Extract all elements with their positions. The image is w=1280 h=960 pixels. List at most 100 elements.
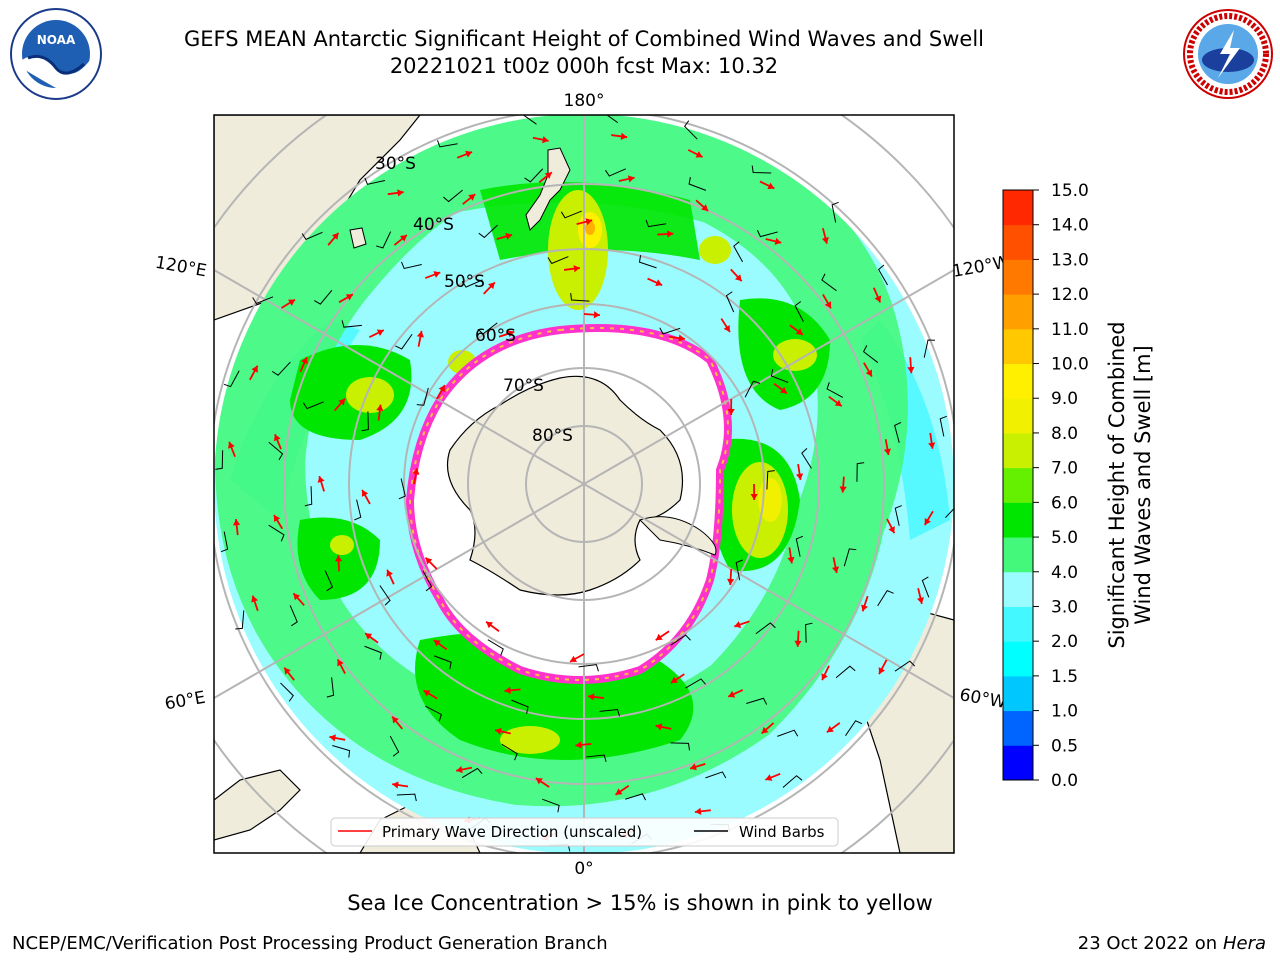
lat-50: 50°S bbox=[444, 272, 485, 292]
wind-barb bbox=[398, 478, 406, 500]
wave-arrow-head bbox=[701, 204, 709, 211]
wave-arrow-head bbox=[874, 295, 882, 303]
wind-barb bbox=[766, 470, 775, 490]
wave-arrow-head bbox=[796, 473, 804, 480]
colorbar-swatch bbox=[1003, 398, 1033, 434]
wind-barb bbox=[354, 499, 362, 521]
wave-arrow-head bbox=[655, 723, 663, 731]
wind-barb bbox=[301, 231, 323, 241]
wind-barb bbox=[268, 524, 285, 542]
wave-arrow-head bbox=[655, 279, 663, 287]
wind-barb bbox=[220, 531, 229, 553]
wind-barb bbox=[921, 576, 930, 598]
wave-arrow-head bbox=[761, 726, 769, 734]
colorbar-tick-label: 0.0 bbox=[1051, 771, 1078, 791]
wave-arrow-head bbox=[331, 232, 339, 240]
noaa-text: NOAA bbox=[37, 33, 76, 47]
wind-barb bbox=[894, 421, 902, 443]
wind-barb bbox=[777, 729, 799, 737]
wind-barb bbox=[280, 682, 294, 702]
wind-barb bbox=[770, 368, 789, 383]
lat-70: 70°S bbox=[503, 376, 544, 396]
wave-arrow-head bbox=[504, 686, 511, 694]
colorbar-swatch bbox=[1003, 259, 1033, 295]
wave-arrow-head bbox=[907, 366, 915, 374]
wind-barb bbox=[599, 708, 620, 717]
wind-barb bbox=[801, 448, 812, 469]
wave-arrow-head bbox=[779, 386, 787, 394]
wave-arrow-head bbox=[293, 593, 301, 601]
wave-arrow-head bbox=[284, 667, 291, 675]
footer-branch: NCEP/EMC/Verification Post Processing Pr… bbox=[12, 933, 608, 954]
wind-barb bbox=[638, 255, 657, 269]
label-0: 0° bbox=[574, 859, 593, 879]
wind-barb bbox=[223, 370, 240, 388]
colorbar-tick-label: 4.0 bbox=[1051, 563, 1078, 583]
legend-wind-barbs: Wind Barbs bbox=[739, 823, 825, 841]
wave-arrow-head bbox=[667, 230, 674, 238]
wind-barb bbox=[341, 320, 362, 328]
map-legend: Primary Wave Direction (unscaled) Wind B… bbox=[330, 817, 839, 847]
wind-barb bbox=[477, 322, 498, 335]
colorbar-label-1: Significant Height of Combined bbox=[1105, 321, 1129, 648]
wind-barb bbox=[923, 339, 936, 358]
wave-arrow-head bbox=[438, 385, 445, 393]
colorbar: 0.0 0.5 1.0 1.5 2.0 3.0 4.0 5.0 6.0 7.0 8.0 9.0 10.0… bbox=[1002, 181, 1089, 791]
wave-arrow-head bbox=[495, 727, 502, 735]
wind-barb bbox=[302, 401, 324, 410]
wave-arrow-head bbox=[750, 493, 758, 500]
wave-arrow-head bbox=[399, 235, 407, 242]
colorbar-tick-label: 12.0 bbox=[1051, 285, 1089, 305]
wave-arrow-head bbox=[834, 399, 842, 407]
wave-arrow-head bbox=[251, 595, 259, 603]
wave-arrow-head bbox=[542, 136, 549, 144]
lat-60: 60°S bbox=[475, 326, 516, 346]
wave-arrow-head bbox=[620, 132, 628, 140]
wave-arrow-head bbox=[765, 774, 773, 781]
wind-barbs bbox=[215, 115, 954, 852]
wave-arrow-head bbox=[416, 330, 424, 338]
wave-arrow-head bbox=[337, 659, 344, 667]
wind-barb bbox=[547, 256, 569, 265]
wind-barb bbox=[751, 165, 772, 174]
wave-arrow-head bbox=[465, 150, 473, 158]
wave-arrow-head bbox=[734, 274, 742, 282]
wave-arrow-head bbox=[727, 578, 735, 585]
wind-barb bbox=[542, 798, 560, 813]
wave-arrow-head bbox=[233, 519, 241, 526]
colorbar-swatch bbox=[1003, 571, 1033, 607]
wind-barb bbox=[625, 793, 647, 801]
lat-80: 80°S bbox=[532, 426, 573, 446]
colorbar-tick-label: 7.0 bbox=[1051, 459, 1078, 479]
colorbar-tick-label: 14.0 bbox=[1051, 216, 1089, 236]
wave-arrow-head bbox=[392, 781, 399, 789]
wind-barb bbox=[389, 735, 400, 757]
wind-barb bbox=[746, 697, 768, 705]
label-120e: 120°E bbox=[154, 253, 208, 282]
colorbar-swatch bbox=[1003, 467, 1033, 503]
colorbar-label-2: Wind Waves and Swell [m] bbox=[1131, 345, 1155, 625]
wave-arrow-head bbox=[544, 172, 552, 179]
meridian-lines bbox=[214, 115, 954, 853]
wave-arrow-head bbox=[345, 294, 353, 301]
wind-barb bbox=[685, 678, 706, 689]
wind-barb bbox=[645, 219, 667, 228]
wind-barb bbox=[735, 559, 743, 581]
label-120w: 120°W bbox=[951, 252, 1012, 282]
map-subtitle: 20221021 t00z 000h fcst Max: 10.32 bbox=[389, 54, 779, 78]
wave-arrow-head bbox=[627, 175, 635, 183]
nws-seal-icon bbox=[1183, 9, 1273, 99]
wind-barb bbox=[877, 590, 894, 607]
wind-barb bbox=[443, 189, 463, 203]
wave-arrow-head bbox=[573, 265, 580, 273]
legend-primary-wave: Primary Wave Direction (unscaled) bbox=[382, 823, 642, 841]
wave-arrow-head bbox=[274, 515, 281, 523]
colorbar-tick-label: 5.0 bbox=[1051, 528, 1078, 548]
land-new-zealand bbox=[525, 147, 571, 231]
sea-ice-caption: Sea Ice Concentration > 15% is shown in … bbox=[347, 891, 933, 915]
wind-barb bbox=[606, 115, 619, 124]
wind-barb bbox=[332, 745, 351, 758]
wave-arrow-head bbox=[488, 282, 495, 290]
colorbar-tick-label: 6.0 bbox=[1051, 493, 1078, 513]
colorbar-swatch bbox=[1003, 675, 1033, 712]
